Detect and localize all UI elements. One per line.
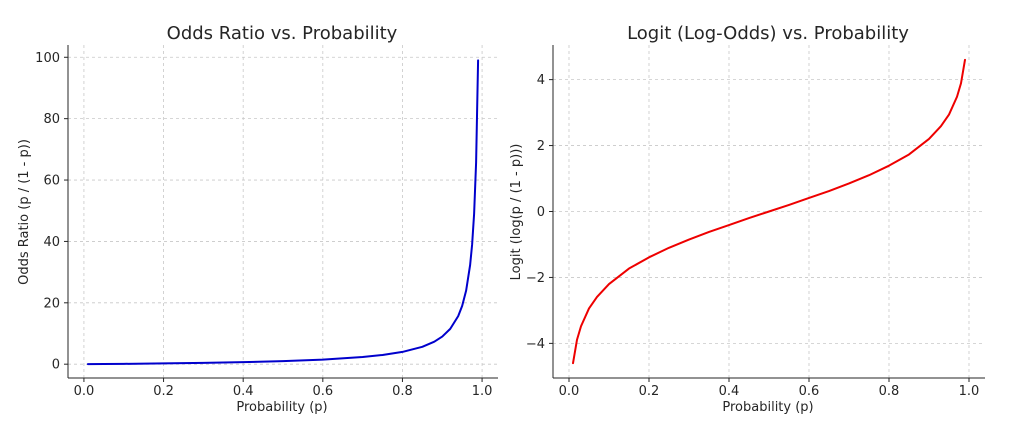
- logit-x-axis-label: Probability (p): [722, 400, 813, 415]
- odds-ratio-series-group: [86, 59, 480, 366]
- logit-x-tick-label: 0.2: [639, 384, 660, 399]
- odds-ratio-y-tick-label: 100: [35, 51, 60, 66]
- odds-ratio-x-tick-label: 0.8: [392, 384, 413, 399]
- odds-ratio-y-tick-label: 80: [43, 112, 60, 127]
- odds-ratio-y-tick-label: 40: [43, 235, 60, 250]
- odds-ratio-panel: 0.0 0.2 0.4 0.6 0.8 1.0 0 20 40 60 80 100 Odds Rati…: [17, 23, 498, 415]
- logit-y-axis-label: Logit (log(p / (1 - p))): [509, 144, 524, 281]
- logit-x-tick-label: 1.0: [959, 384, 980, 399]
- logit-y-tick-label: −2: [526, 271, 545, 286]
- odds-ratio-x-tick-label: 0.6: [312, 384, 333, 399]
- odds-ratio-y-tick-label: 20: [43, 296, 60, 311]
- odds-ratio-y-axis-label: Odds Ratio (p / (1 - p)): [17, 139, 32, 285]
- logit-y-tick-label: 4: [537, 73, 545, 88]
- odds-ratio-x-tick-label: 0.0: [74, 384, 95, 399]
- logit-series-group: [572, 58, 966, 365]
- logit-y-tick-label: 0: [537, 205, 545, 220]
- logit-x-tick-label: 0.4: [719, 384, 740, 399]
- odds-ratio-axes: 0.0 0.2 0.4 0.6 0.8 1.0 0 20 40 60 80 100: [35, 45, 498, 399]
- odds-ratio-series-line: [86, 59, 480, 366]
- odds-ratio-y-tick-label: 60: [43, 174, 60, 189]
- logit-x-tick-label: 0.0: [559, 384, 580, 399]
- odds-ratio-x-tick-label: 1.0: [472, 384, 493, 399]
- odds-ratio-grid: [68, 45, 498, 378]
- odds-ratio-x-tick-label: 0.4: [233, 384, 254, 399]
- logit-panel: 0.0 0.2 0.4 0.6 0.8 1.0 −4 −2 0 2 4 Logit (Log-Odd…: [509, 23, 985, 415]
- logit-y-tick-label: −4: [526, 337, 545, 352]
- odds-ratio-x-axis-label: Probability (p): [236, 400, 327, 415]
- odds-ratio-x-tick-label: 0.2: [153, 384, 174, 399]
- logit-chart-title: Logit (Log-Odds) vs. Probability: [627, 23, 909, 44]
- logit-series-line: [572, 58, 966, 365]
- logit-axes: 0.0 0.2 0.4 0.6 0.8 1.0 −4 −2 0 2 4: [526, 45, 985, 399]
- logit-x-tick-label: 0.6: [799, 384, 820, 399]
- logit-x-tick-label: 0.8: [879, 384, 900, 399]
- odds-ratio-y-tick-label: 0: [52, 358, 60, 373]
- logit-y-tick-label: 2: [537, 139, 545, 154]
- odds-ratio-chart-title: Odds Ratio vs. Probability: [167, 23, 398, 44]
